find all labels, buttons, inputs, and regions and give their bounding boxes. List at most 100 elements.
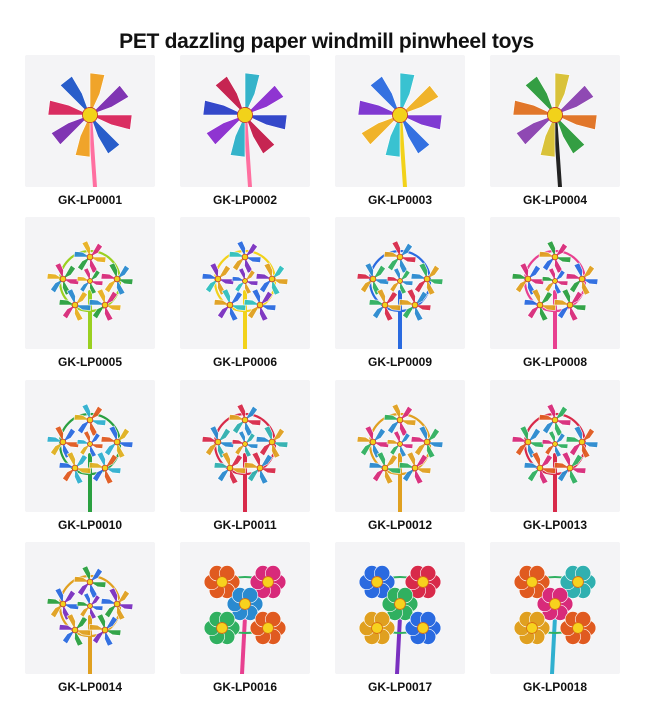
- flower-pinwheel-icon: [559, 565, 597, 599]
- pinwheel-illustration: [511, 403, 599, 512]
- pinwheel-icon: [565, 262, 599, 296]
- pinwheel-illustration: [202, 72, 288, 187]
- pinwheel-icon: [88, 613, 122, 647]
- pinwheel-icon: [243, 451, 277, 485]
- product-photo: [335, 217, 465, 349]
- pinwheel-icon: [243, 288, 277, 322]
- product-card[interactable]: GK-LP0005: [20, 217, 160, 369]
- product-code: GK-LP0005: [57, 355, 123, 369]
- product-photo: [25, 542, 155, 674]
- pinwheel-icon: [553, 451, 587, 485]
- pinwheel-icon: [228, 403, 262, 437]
- pinwheel-icon: [383, 240, 417, 274]
- product-code: GK-LP0018: [522, 680, 588, 694]
- product-card[interactable]: GK-LP0016: [175, 542, 315, 694]
- product-code: GK-LP0016: [212, 680, 278, 694]
- pinwheel-icon: [213, 451, 247, 485]
- pinwheel-icon: [202, 72, 288, 158]
- pinwheel-illustration: [357, 72, 443, 187]
- product-code: GK-LP0008: [522, 355, 588, 369]
- product-code: GK-LP0009: [367, 355, 433, 369]
- pinwheel-icon: [357, 72, 443, 158]
- pinwheel-icon: [523, 288, 557, 322]
- product-code: GK-LP0013: [522, 518, 588, 532]
- pinwheel-icon: [100, 587, 134, 621]
- product-card[interactable]: GK-LP0014: [20, 542, 160, 694]
- product-code: GK-LP0010: [57, 518, 123, 532]
- product-code: GK-LP0003: [367, 193, 433, 207]
- product-card[interactable]: GK-LP0008: [485, 217, 625, 369]
- product-card[interactable]: GK-LP0010: [20, 380, 160, 532]
- page-title: PET dazzling paper windmill pinwheel toy…: [119, 30, 534, 53]
- pinwheel-icon: [512, 72, 598, 158]
- flower-pinwheel-icon: [249, 565, 287, 599]
- pinwheel-icon: [386, 430, 414, 458]
- pinwheel-icon: [100, 425, 134, 459]
- stick: [88, 113, 97, 187]
- product-photo: [180, 55, 310, 187]
- pinwheel-icon: [58, 613, 92, 647]
- pinwheel-icon: [73, 240, 107, 274]
- pinwheel-illustration: [46, 565, 134, 674]
- pinwheel-icon: [228, 240, 262, 274]
- pinwheel-icon: [76, 267, 104, 295]
- pinwheel-icon: [538, 240, 572, 274]
- pinwheel-icon: [46, 587, 80, 621]
- product-card[interactable]: GK-LP0017: [330, 542, 470, 694]
- product-photo: [25, 380, 155, 512]
- flower-pinwheel-icon: [249, 611, 287, 645]
- flower-pinwheel-icon: [203, 611, 241, 645]
- product-code: GK-LP0002: [212, 193, 278, 207]
- product-card[interactable]: GK-LP0009: [330, 217, 470, 369]
- pinwheel-illustration: [46, 403, 134, 512]
- pinwheel-icon: [201, 425, 235, 459]
- product-photo: [335, 55, 465, 187]
- product-photo: [335, 542, 465, 674]
- pinwheel-icon: [100, 262, 134, 296]
- product-card[interactable]: GK-LP0018: [485, 542, 625, 694]
- flower-pinwheel-icon: [226, 587, 264, 621]
- product-code: GK-LP0004: [522, 193, 588, 207]
- product-card[interactable]: GK-LP0002: [175, 55, 315, 207]
- product-photo: [180, 380, 310, 512]
- product-photo: [490, 542, 620, 674]
- pinwheel-icon: [58, 288, 92, 322]
- pinwheel-icon: [383, 403, 417, 437]
- product-code: GK-LP0001: [57, 193, 123, 207]
- pinwheel-icon: [541, 267, 569, 295]
- product-code: GK-LP0012: [367, 518, 433, 532]
- product-photo: [490, 217, 620, 349]
- pinwheel-illustration: [201, 403, 289, 512]
- pinwheel-icon: [73, 565, 107, 599]
- product-card[interactable]: GK-LP0011: [175, 380, 315, 532]
- stick: [243, 113, 252, 187]
- pinwheel-icon: [553, 288, 587, 322]
- product-card[interactable]: GK-LP0013: [485, 380, 625, 532]
- pinwheel-icon: [255, 425, 289, 459]
- pinwheel-icon: [410, 262, 444, 296]
- product-code: GK-LP0011: [213, 518, 277, 532]
- product-photo: [25, 55, 155, 187]
- stick: [240, 615, 247, 674]
- pinwheel-icon: [73, 403, 107, 437]
- stick: [550, 615, 557, 674]
- product-card[interactable]: GK-LP0001: [20, 55, 160, 207]
- pinwheel-icon: [538, 403, 572, 437]
- pinwheel-icon: [47, 72, 133, 158]
- product-card[interactable]: GK-LP0012: [330, 380, 470, 532]
- product-card[interactable]: GK-LP0004: [485, 55, 625, 207]
- product-card[interactable]: GK-LP0003: [330, 55, 470, 207]
- pinwheel-illustration: [46, 240, 134, 349]
- pinwheel-icon: [368, 451, 402, 485]
- product-photo: [180, 542, 310, 674]
- pinwheel-illustration: [47, 72, 133, 187]
- flower-pinwheel-icon: [358, 611, 396, 645]
- pinwheel-illustration: [512, 72, 598, 187]
- pinwheel-illustration: [513, 565, 597, 674]
- flower-pinwheel-icon: [358, 565, 396, 599]
- pinwheel-icon: [76, 592, 104, 620]
- flower-pinwheel-icon: [404, 565, 442, 599]
- product-card[interactable]: GK-LP0006: [175, 217, 315, 369]
- pinwheel-icon: [213, 288, 247, 322]
- pinwheel-icon: [398, 451, 432, 485]
